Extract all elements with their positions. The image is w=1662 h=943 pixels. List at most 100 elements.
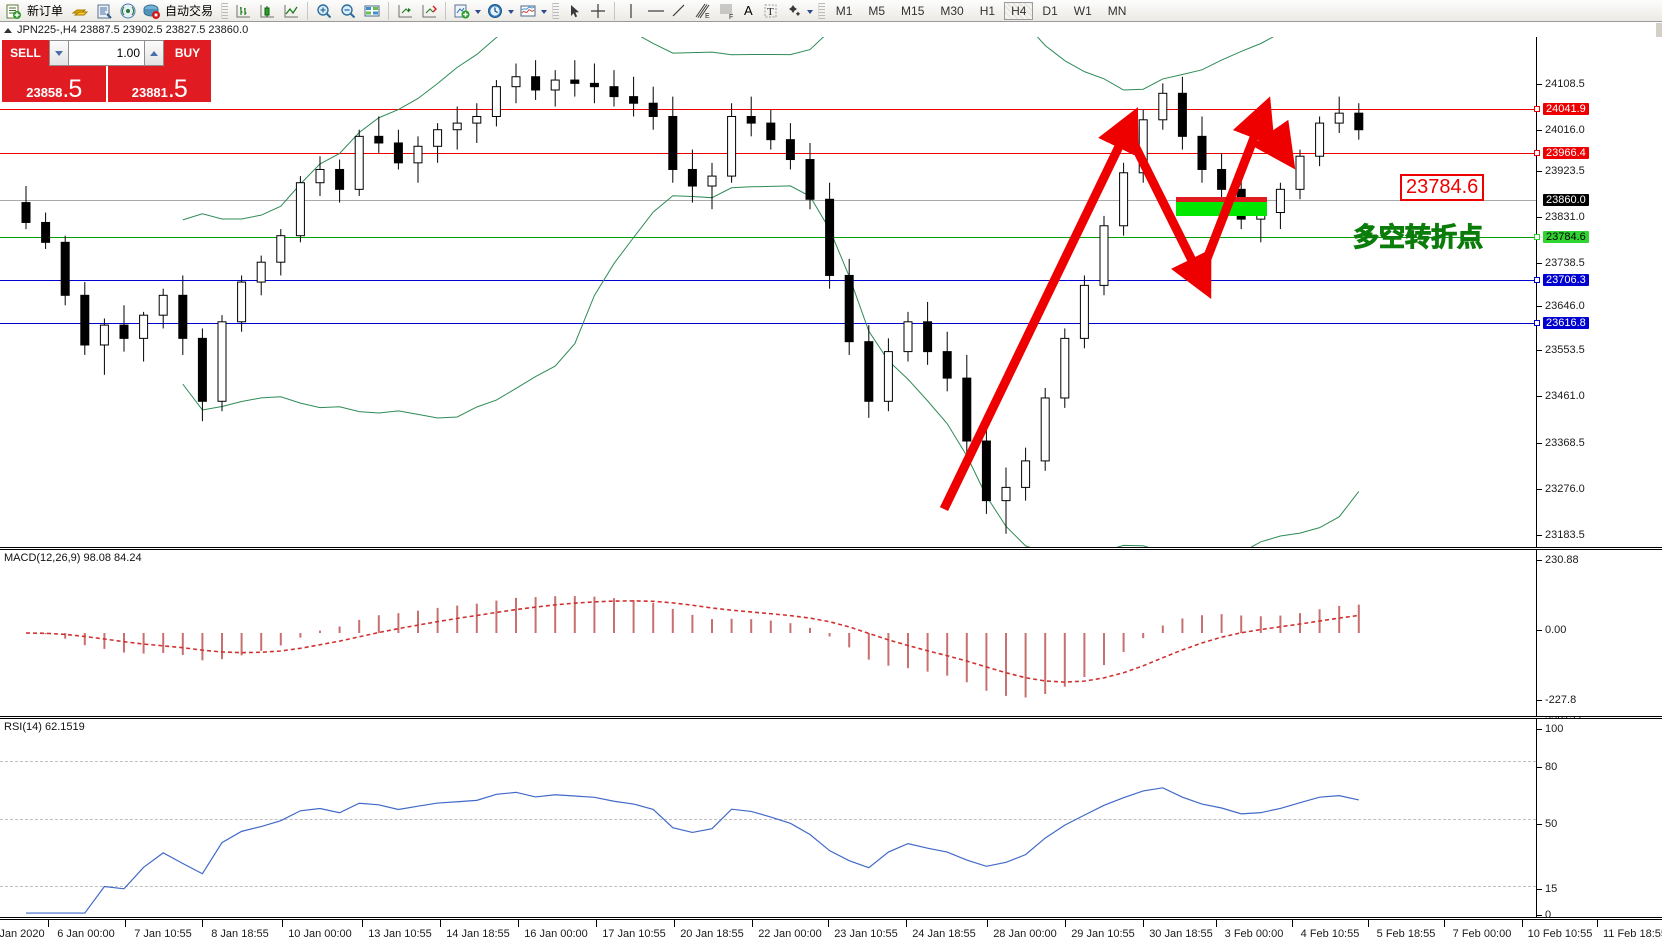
market-watch-button[interactable] [116, 1, 140, 21]
rsi-level-line [0, 886, 1536, 888]
add-indicator-button[interactable] [450, 1, 474, 21]
candle-bullish [883, 351, 893, 402]
period-button[interactable] [483, 1, 507, 21]
line-chart-icon [281, 2, 301, 20]
cursor-tool-button[interactable] [562, 1, 586, 21]
macd-plot-area[interactable] [0, 550, 1536, 716]
add-indicator-dropdown[interactable] [474, 2, 483, 20]
rsi-plot-area[interactable] [0, 719, 1536, 917]
candle-bullish [1275, 188, 1285, 214]
time-axis-tick [362, 920, 363, 927]
fibonacci-tool-button[interactable]: F [715, 1, 739, 21]
objects-list-button[interactable] [782, 1, 806, 21]
volume-input[interactable]: 1.00 [69, 40, 144, 66]
objects-dropdown[interactable] [806, 2, 815, 20]
chart-scroll-thumb[interactable] [1656, 23, 1662, 37]
equidistant-channel-tool-button[interactable]: E [691, 1, 715, 21]
text-tool-button[interactable]: A [739, 1, 758, 21]
macd-axis-label: 0.00 [1545, 624, 1567, 636]
price-level-handle[interactable] [1534, 234, 1540, 240]
price-axis-label: 23738.5 [1545, 257, 1585, 269]
price-level-handle[interactable] [1534, 150, 1540, 156]
timeframe-m5-button[interactable]: M5 [868, 3, 886, 18]
time-axis-tick [1216, 920, 1217, 927]
candle-bullish [511, 76, 521, 88]
autoscroll-button[interactable] [417, 1, 441, 21]
zoom-out-button[interactable] [336, 1, 360, 21]
time-axis-tick [1522, 920, 1523, 927]
main-toolbar: 新订单 [0, 0, 1662, 22]
shift-end-button[interactable] [393, 1, 417, 21]
price-level-badge[interactable]: 23966.4 [1543, 147, 1589, 159]
price-line[interactable] [0, 323, 1536, 324]
time-axis-label: 24 Jan 18:55 [912, 928, 976, 940]
horizontal-line-tool-button[interactable] [643, 1, 667, 21]
timeframe-w1-button[interactable]: W1 [1073, 3, 1092, 18]
sell-button[interactable]: SELL [2, 40, 49, 66]
timeframe-m1-button[interactable]: M1 [835, 3, 853, 18]
candlestick-chart-button[interactable] [255, 1, 279, 21]
price-plot-area[interactable]: 多空转折点 23784.6 [0, 37, 1536, 547]
trendline-tool-button[interactable] [667, 1, 691, 21]
price-level-badge[interactable]: 23860.0 [1543, 194, 1589, 206]
candle-bearish [805, 159, 815, 200]
zoom-in-button[interactable] [312, 1, 336, 21]
new-order-button[interactable]: 新订单 [2, 1, 68, 21]
candle-bearish [942, 351, 952, 379]
price-level-badge[interactable]: 24041.9 [1543, 103, 1589, 115]
time-axis[interactable]: Jan 2020 6 Jan 00:00 7 Jan 10:55 8 Jan 18:5… [0, 919, 1662, 943]
gold-bars-icon [70, 2, 90, 20]
collapse-triangle-icon[interactable] [4, 27, 12, 33]
rsi-axis-label: 0 [1545, 909, 1552, 921]
timeframe-h1-button[interactable]: H1 [979, 3, 996, 18]
price-line[interactable] [0, 200, 1536, 201]
chart-shift-icon [395, 2, 415, 20]
price-level-badge[interactable]: 23706.3 [1543, 274, 1589, 286]
time-axis-label: 6 Jan 00:00 [57, 928, 115, 940]
period-dropdown[interactable] [507, 2, 516, 20]
templates-button[interactable] [516, 1, 540, 21]
price-line[interactable] [0, 280, 1536, 281]
one-click-trading-panel[interactable]: SELL 1.00 BUY 23858 .5 23881 .5 [2, 40, 211, 102]
price-level-handle[interactable] [1534, 106, 1540, 112]
gold-bars-button[interactable] [68, 1, 92, 21]
bar-chart-button[interactable] [231, 1, 255, 21]
macd-series [25, 596, 1360, 698]
rsi-level-line [0, 761, 1536, 763]
autotrade-button[interactable]: 自动交易 [140, 1, 218, 21]
price-axis[interactable]: 24108.5 24041.9 24016.0 23966.4 23923.5 23860… [1534, 37, 1662, 818]
candle-bearish [80, 294, 90, 346]
vertical-line-tool-button[interactable] [619, 1, 643, 21]
macd-axis[interactable]: 230.88 0.00 -227.8 [1536, 550, 1662, 716]
add-indicator-icon [452, 2, 472, 20]
price-level-handle[interactable] [1534, 320, 1540, 326]
price-level-badge[interactable]: 23784.6 [1543, 231, 1589, 243]
price-line[interactable] [0, 109, 1536, 110]
price-axis-label: 23831.0 [1545, 211, 1585, 223]
buy-price[interactable]: 23881 .5 [105, 66, 212, 102]
line-chart-button[interactable] [279, 1, 303, 21]
rsi-axis[interactable]: 100 80 50 15 0 [1536, 719, 1662, 921]
crosshair-tool-button[interactable] [586, 1, 610, 21]
price-level-badge[interactable]: 23616.8 [1543, 317, 1589, 329]
data-window-button[interactable] [92, 1, 116, 21]
buy-button[interactable]: BUY [164, 40, 211, 66]
time-axis-tick [1444, 920, 1445, 927]
timeframe-d1-button[interactable]: D1 [1042, 3, 1058, 18]
price-level-handle[interactable] [1534, 277, 1540, 283]
chart-grid-button[interactable] [360, 1, 384, 21]
price-line[interactable] [0, 237, 1536, 238]
text-label-tool-button[interactable]: T [758, 1, 782, 21]
candle-bearish [609, 86, 619, 98]
price-line[interactable] [0, 153, 1536, 154]
timeframe-m30-button[interactable]: M30 [940, 3, 964, 18]
timeframe-mn-button[interactable]: MN [1107, 3, 1127, 18]
volume-stepper[interactable]: 1.00 [49, 40, 164, 66]
data-window-icon [94, 2, 114, 20]
sell-price[interactable]: 23858 .5 [2, 66, 106, 102]
volume-increase-button[interactable] [144, 40, 164, 66]
timeframe-m15-button[interactable]: M15 [901, 3, 925, 18]
timeframe-h4-button[interactable]: H4 [1004, 1, 1034, 20]
volume-decrease-button[interactable] [49, 40, 69, 66]
templates-dropdown[interactable] [540, 2, 549, 20]
